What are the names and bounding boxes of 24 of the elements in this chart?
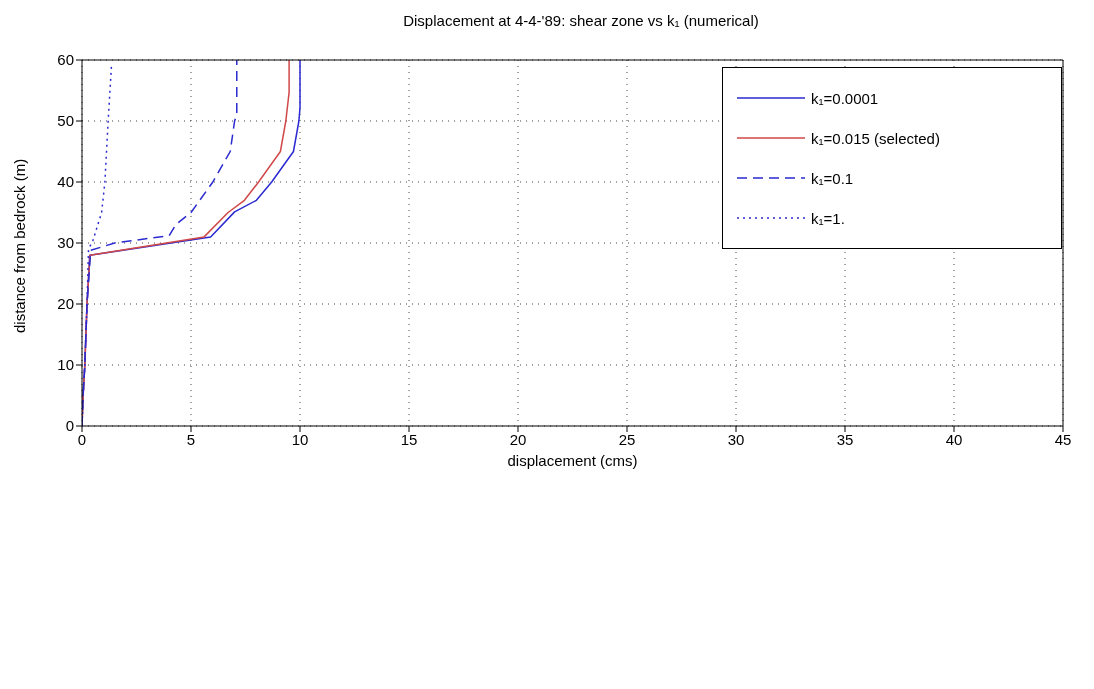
x-tick-label: 45 <box>1054 430 1072 448</box>
x-tick-label: 0 <box>77 430 87 448</box>
y-tick-label: 40 <box>57 173 74 191</box>
x-tick-label: 30 <box>727 430 745 448</box>
y-axis-title: distance from bedrock (m) <box>11 158 29 333</box>
y-tick-label: 20 <box>57 295 74 313</box>
y-tick-label: 60 <box>57 51 74 69</box>
x-tick-label: 35 <box>836 430 854 448</box>
x-tick-label: 5 <box>186 430 196 448</box>
legend-label: k₁=0.1 <box>811 169 854 187</box>
x-tick-label: 40 <box>945 430 963 448</box>
x-axis-title: displacement (cms) <box>507 452 638 469</box>
legend-label: k₁=0.015 (selected) <box>811 129 940 147</box>
chart-title: Displacement at 4-4-'89: shear zone vs k₁ (numerical) <box>402 12 760 29</box>
x-tick-label: 25 <box>618 430 636 448</box>
y-tick-label: 30 <box>57 234 74 252</box>
x-tick-label: 15 <box>400 430 418 448</box>
y-tick-label: 0 <box>65 417 74 435</box>
legend-label: k₁=0.0001 <box>811 89 879 107</box>
x-tick-label: 20 <box>509 430 527 448</box>
legend-label: k₁=1. <box>811 209 845 227</box>
y-tick-label: 10 <box>57 356 74 374</box>
x-tick-label: 10 <box>291 430 309 448</box>
y-tick-label: 50 <box>57 112 74 130</box>
